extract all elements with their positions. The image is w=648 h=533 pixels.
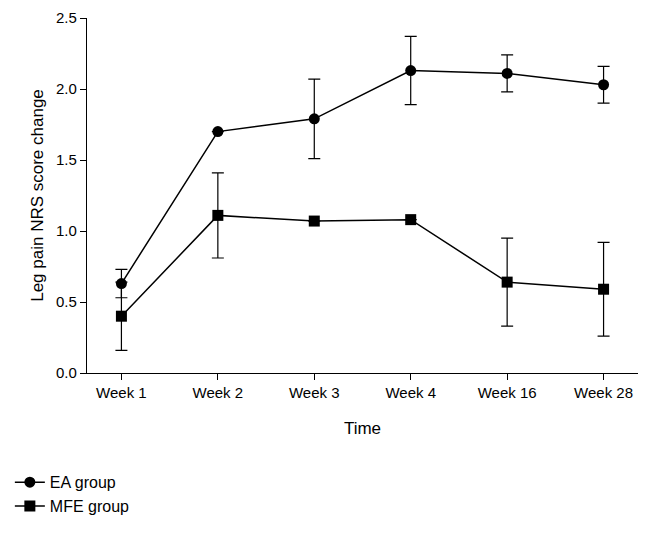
svg-text:Week 4: Week 4 [385,384,436,401]
svg-text:Time: Time [344,419,381,438]
svg-text:Week 16: Week 16 [478,384,537,401]
svg-text:1.0: 1.0 [56,222,77,239]
svg-text:EA group: EA group [50,474,116,491]
svg-text:2.5: 2.5 [56,9,77,26]
svg-text:0.0: 0.0 [56,364,77,381]
svg-text:Leg pain NRS score change: Leg pain NRS score change [28,89,47,302]
svg-text:Week 3: Week 3 [289,384,340,401]
svg-text:2.0: 2.0 [56,80,77,97]
svg-text:MFE group: MFE group [50,498,129,515]
svg-text:1.5: 1.5 [56,151,77,168]
svg-text:0.5: 0.5 [56,293,77,310]
svg-text:Week 2: Week 2 [193,384,244,401]
svg-text:Week 28: Week 28 [574,384,633,401]
svg-text:Week 1: Week 1 [96,384,147,401]
